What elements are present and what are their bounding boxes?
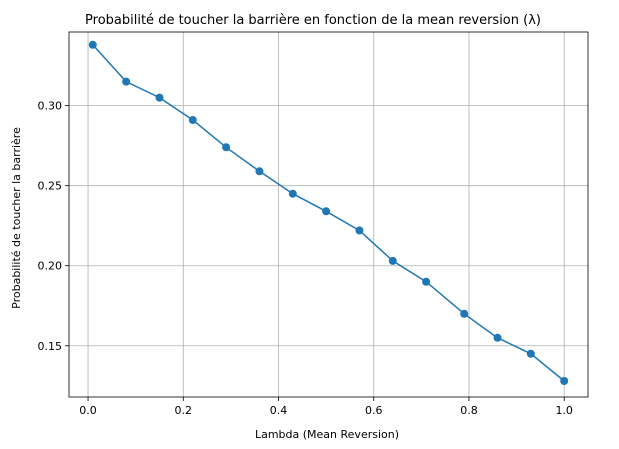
x-tick-label: 0.0 xyxy=(79,404,97,417)
x-axis-ticks: 0.0 0.2 0.4 0.6 0.8 1.0 xyxy=(79,397,573,417)
data-point xyxy=(122,77,131,86)
x-axis-label: Lambda (Mean Reversion) xyxy=(255,428,399,441)
grid-lines xyxy=(69,32,588,397)
data-point xyxy=(526,349,535,358)
data-point xyxy=(322,207,331,216)
data-point xyxy=(188,116,197,125)
x-tick-label: 0.6 xyxy=(365,404,383,417)
x-tick-label: 0.8 xyxy=(460,404,478,417)
data-point xyxy=(255,167,264,176)
data-point xyxy=(460,309,469,318)
chart-title: Probabilité de toucher la barrière en fo… xyxy=(85,13,541,28)
data-point xyxy=(88,40,97,49)
data-point xyxy=(288,189,297,198)
series-layer xyxy=(88,40,569,385)
data-point xyxy=(493,333,502,342)
x-tick-label: 0.4 xyxy=(270,404,288,417)
data-point xyxy=(560,376,569,385)
plot-frame xyxy=(68,31,589,398)
y-tick-label: 0.30 xyxy=(38,100,63,113)
y-tick-label: 0.15 xyxy=(38,340,63,353)
data-point xyxy=(355,226,364,235)
y-tick-label: 0.20 xyxy=(38,260,63,273)
data-point xyxy=(422,277,431,286)
x-tick-label: 1.0 xyxy=(555,404,573,417)
data-point xyxy=(155,93,164,102)
data-point xyxy=(388,256,397,265)
y-axis-label: Probabilité de toucher la barrière xyxy=(10,127,23,309)
data-point xyxy=(222,143,231,152)
y-axis-ticks: 0.15 0.20 0.25 0.30 xyxy=(38,100,69,353)
x-tick-label: 0.2 xyxy=(175,404,193,417)
y-tick-label: 0.25 xyxy=(38,180,63,193)
